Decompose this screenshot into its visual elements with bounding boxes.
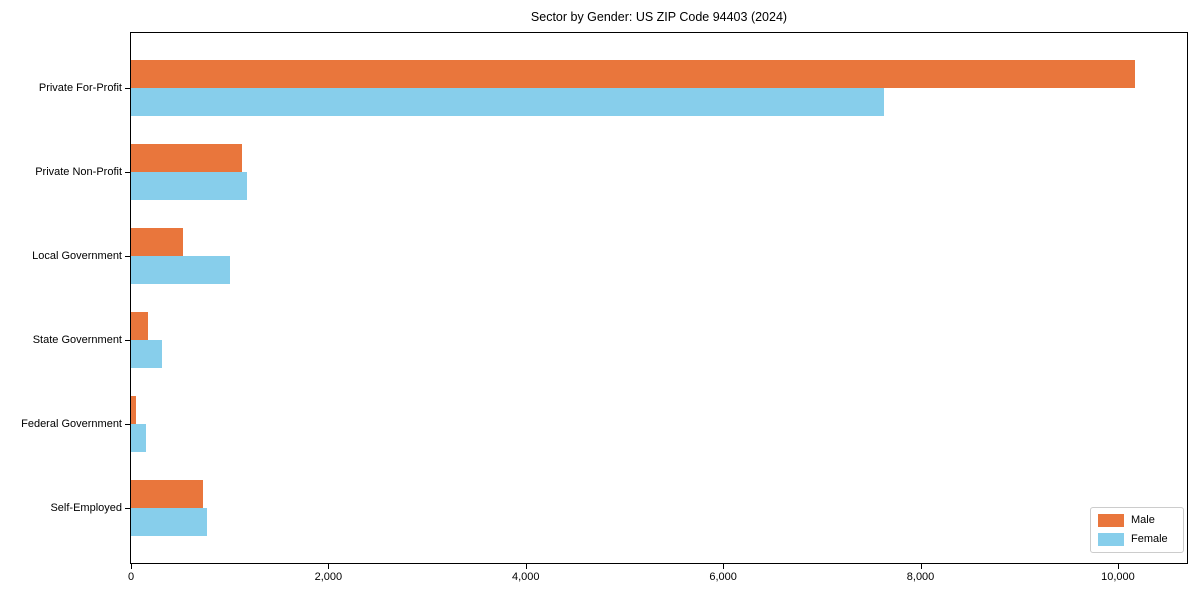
bar-female-1	[131, 172, 247, 200]
bar-female-0	[131, 88, 884, 116]
y-axis-tick	[125, 340, 130, 341]
legend-swatch-female	[1098, 533, 1124, 546]
legend-label: Female	[1131, 533, 1168, 545]
chart-title: Sector by Gender: US ZIP Code 94403 (202…	[530, 10, 788, 24]
x-axis-tick	[723, 564, 725, 569]
bar-female-5	[131, 508, 207, 536]
legend-item-female: Female	[1098, 533, 1175, 546]
x-tick-label: 0	[127, 571, 135, 583]
y-axis-tick	[125, 256, 130, 257]
x-axis-tick	[1117, 564, 1119, 569]
y-axis-tick	[125, 424, 130, 425]
y-axis-tick	[125, 88, 130, 89]
legend: Male Female	[1090, 507, 1184, 553]
bar-female-4	[131, 424, 146, 452]
y-tick-label: Self-Employed	[50, 502, 122, 514]
x-axis-tick	[131, 564, 132, 569]
x-tick-label: 8,000	[906, 571, 935, 583]
x-axis-tick	[328, 564, 330, 569]
y-axis-tick	[125, 172, 130, 173]
y-tick-label: Local Government	[32, 250, 122, 262]
legend-item-male: Male	[1098, 514, 1175, 527]
x-tick-label: 10,000	[1101, 571, 1135, 583]
x-axis-tick	[525, 564, 527, 569]
plot-area	[130, 32, 1188, 564]
y-tick-label: Private Non-Profit	[35, 166, 122, 178]
bar-female-2	[131, 256, 230, 284]
bar-male-1	[131, 144, 242, 172]
bar-male-3	[131, 312, 149, 340]
legend-swatch-male	[1098, 514, 1124, 527]
x-axis-tick	[920, 564, 922, 569]
x-tick-label: 6,000	[709, 571, 737, 583]
bar-male-4	[131, 396, 136, 424]
x-tick-label: 2,000	[314, 571, 343, 583]
x-tick-label: 4,000	[512, 571, 540, 583]
y-tick-label: Private For-Profit	[38, 82, 122, 94]
bar-male-0	[131, 60, 1135, 88]
bar-male-2	[131, 228, 184, 256]
y-tick-label: Federal Government	[21, 418, 122, 430]
y-tick-label: State Government	[32, 334, 122, 346]
bar-male-5	[131, 480, 203, 508]
bar-female-3	[131, 340, 162, 368]
y-axis-tick	[125, 508, 130, 509]
legend-label: Male	[1131, 514, 1155, 526]
